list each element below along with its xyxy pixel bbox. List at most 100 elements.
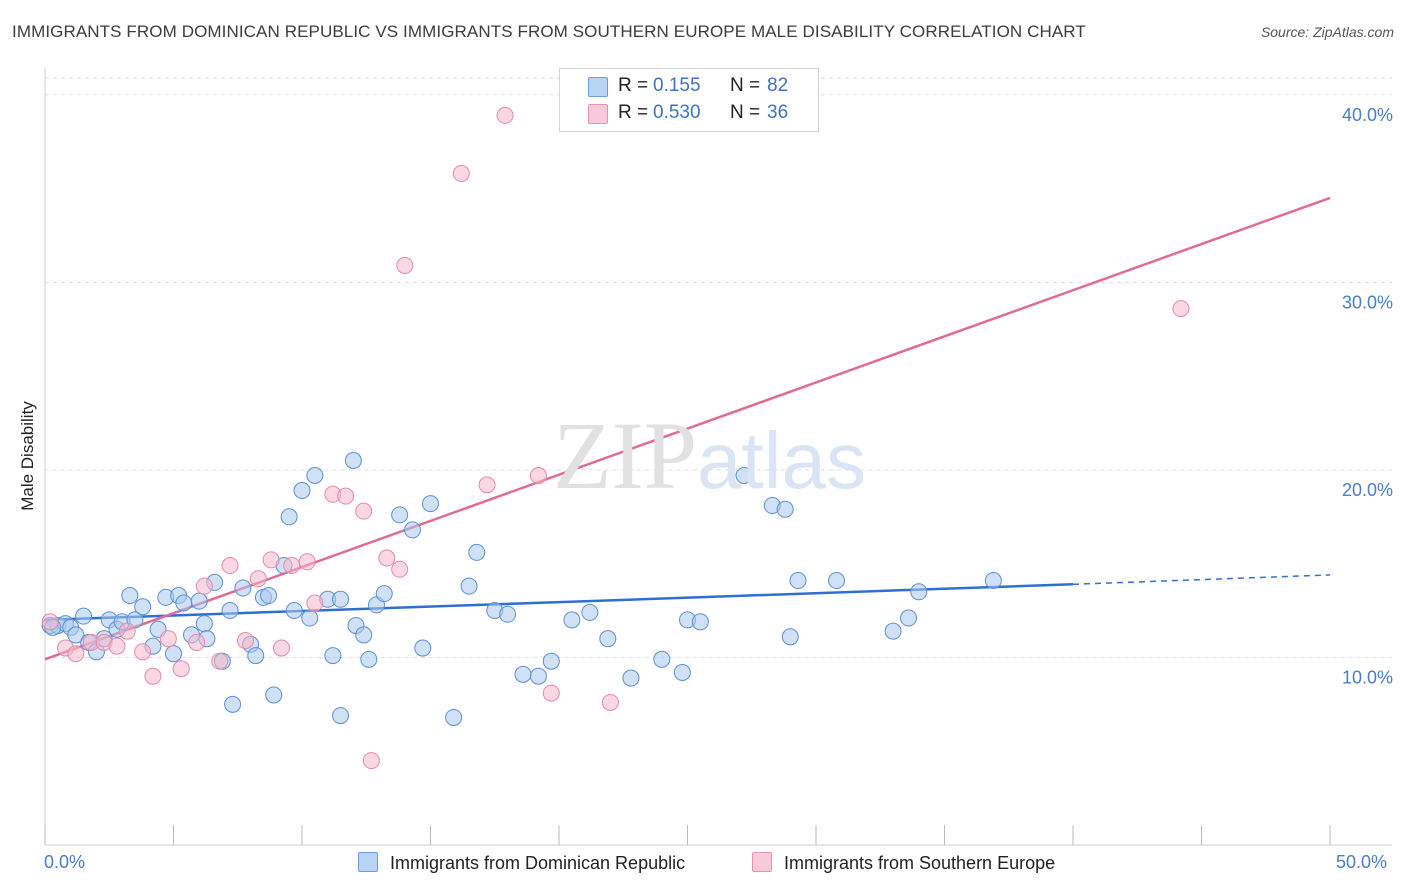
data-point-blue	[781, 628, 799, 646]
data-point-pink	[355, 502, 373, 520]
legend-row-southern-europe: R = 0.530 N = 36	[560, 101, 818, 127]
data-point-pink	[396, 256, 414, 274]
data-point-pink	[272, 639, 290, 657]
data-point-blue	[265, 686, 283, 704]
data-point-blue	[468, 543, 486, 561]
y-tick-label: 40.0%	[1342, 105, 1393, 125]
data-point-blue	[301, 609, 319, 627]
data-point-blue	[121, 587, 139, 605]
data-point-pink	[211, 652, 229, 670]
legend-swatch-blue	[588, 77, 608, 97]
data-point-blue	[691, 613, 709, 631]
data-point-blue	[247, 647, 265, 665]
axes	[44, 68, 1392, 846]
legend-swatch-pink	[588, 104, 608, 124]
source-credit: Source: ZipAtlas.com	[1260, 24, 1394, 40]
legend-n-label: N =	[730, 75, 761, 96]
bottom-legend-dominican: Immigrants from Dominican Republic	[358, 852, 685, 874]
legend-r-label: R =	[618, 75, 649, 96]
data-point-blue	[884, 622, 902, 640]
data-point-blue	[514, 665, 532, 683]
watermark-zip: ZIP	[553, 402, 697, 509]
data-point-blue	[324, 647, 342, 665]
bottom-legend-label-southern-europe: Immigrants from Southern Europe	[784, 853, 1056, 873]
bottom-legend-southern-europe: Immigrants from Southern Europe	[752, 852, 1055, 874]
legend-r-value: 0.155	[653, 75, 701, 96]
data-point-blue	[285, 602, 303, 620]
data-point-blue	[165, 645, 182, 663]
data-point-pink	[378, 549, 396, 567]
data-point-blue	[306, 467, 324, 485]
y-tick-label: 20.0%	[1342, 480, 1393, 500]
chart-title: IMMIGRANTS FROM DOMINICAN REPUBLIC VS IM…	[12, 22, 1086, 41]
data-point-blue	[293, 482, 311, 500]
data-point-pink	[601, 693, 619, 711]
bottom-legend-swatch-pink	[752, 852, 772, 872]
data-point-pink	[337, 487, 355, 505]
data-point-blue	[195, 615, 213, 633]
data-point-blue	[175, 594, 193, 612]
legend-n-label: N =	[730, 102, 761, 123]
data-point-pink	[195, 577, 213, 595]
data-point-blue	[984, 572, 1002, 590]
data-point-blue	[622, 669, 640, 687]
data-point-blue	[332, 590, 350, 608]
data-point-blue	[75, 607, 93, 625]
data-point-pink	[262, 551, 280, 569]
x-axis-min-label: 0.0%	[44, 852, 86, 872]
data-point-pink	[298, 553, 316, 571]
data-point-pink	[134, 643, 152, 661]
data-point-blue	[67, 626, 85, 644]
data-point-pink	[306, 594, 324, 612]
y-tick-label: 10.0%	[1342, 667, 1393, 687]
data-point-pink	[283, 557, 301, 575]
data-point-pink	[362, 752, 380, 770]
data-point-blue	[735, 467, 753, 485]
data-point-blue	[134, 598, 152, 616]
data-point-pink	[221, 557, 239, 575]
data-point-blue	[332, 707, 350, 725]
bottom-legend-label-dominican: Immigrants from Dominican Republic	[390, 853, 686, 873]
data-points	[41, 106, 1190, 770]
y-axis-label: Male Disability	[18, 401, 37, 511]
data-point-pink	[41, 613, 59, 631]
data-point-blue	[375, 585, 393, 603]
data-point-blue	[445, 708, 463, 726]
data-point-blue	[599, 630, 617, 648]
data-point-blue	[653, 650, 671, 668]
legend-n-value: 82	[767, 75, 789, 96]
legend-row-dominican: R = 0.155 N = 82	[560, 74, 818, 100]
data-point-pink	[1172, 300, 1190, 318]
data-point-pink	[144, 667, 162, 685]
data-point-blue	[460, 577, 478, 595]
data-point-blue	[542, 652, 560, 670]
watermark-atlas: atlas	[697, 416, 866, 505]
data-point-pink	[452, 165, 470, 183]
data-point-blue	[673, 663, 691, 681]
data-point-blue	[404, 521, 422, 539]
data-point-blue	[260, 587, 278, 605]
data-point-pink	[108, 637, 126, 655]
data-point-blue	[280, 508, 298, 526]
data-point-blue	[581, 603, 599, 621]
data-point-blue	[828, 572, 846, 590]
data-point-blue	[910, 583, 928, 601]
data-point-blue	[221, 602, 239, 620]
data-point-blue	[422, 495, 439, 513]
trend-line-blue-extension	[1072, 574, 1331, 586]
watermark: ZIPatlas	[553, 400, 866, 511]
data-point-blue	[190, 592, 208, 610]
x-axis-max-label: 50.0%	[1336, 852, 1388, 872]
data-point-blue	[563, 611, 581, 629]
data-point-blue	[391, 506, 409, 524]
data-point-blue	[360, 650, 378, 668]
data-point-pink	[496, 106, 514, 124]
data-point-blue	[529, 667, 547, 685]
correlation-legend: R = 0.155 N = 82 R = 0.530 N = 36	[559, 68, 819, 132]
data-point-pink	[478, 476, 496, 494]
data-point-pink	[67, 645, 85, 663]
data-point-blue	[234, 579, 252, 597]
legend-n-value: 36	[767, 102, 789, 123]
data-point-blue	[499, 605, 517, 623]
